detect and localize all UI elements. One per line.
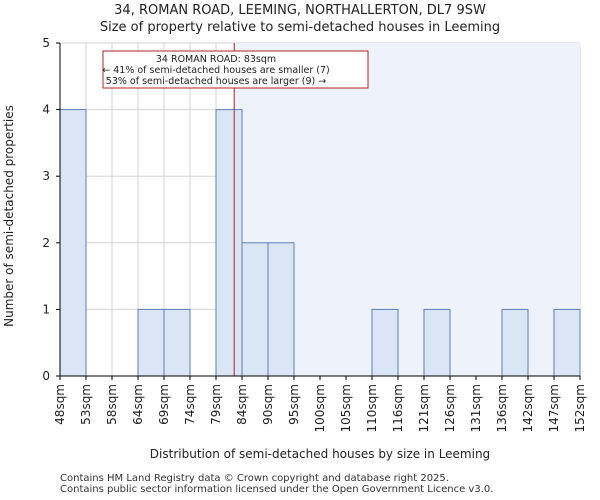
x-tick-label: 136sqm — [495, 384, 509, 432]
chart-title: 34, ROMAN ROAD, LEEMING, NORTHALLERTON, … — [114, 3, 486, 18]
x-tick-label: 116sqm — [391, 384, 405, 432]
x-tick-label: 95sqm — [287, 384, 301, 425]
x-tick-label: 53sqm — [79, 384, 93, 425]
annotation-box: 34 ROMAN ROAD: 83sqm ← 41% of semi-detac… — [102, 50, 369, 89]
x-tick-label: 147sqm — [547, 384, 561, 432]
x-axis-label: Distribution of semi-detached houses by … — [150, 447, 490, 461]
footer-licence: Contains public sector information licen… — [60, 484, 494, 495]
histogram-bar — [501, 308, 529, 377]
x-tick-label: 64sqm — [131, 384, 145, 425]
x-tick-labels: 48sqm 53sqm 58sqm 64sqm 69sqm 74sqm 79sqm 84sqm… — [53, 376, 587, 432]
y-tick-labels: 0 1 2 3 4 5 — [42, 36, 60, 383]
y-tick-label: 3 — [42, 169, 50, 183]
x-tick-label: 48sqm — [53, 384, 67, 425]
x-tick-label: 131sqm — [469, 384, 483, 432]
y-tick-label: 0 — [42, 369, 50, 383]
annotation-line-1: 34 ROMAN ROAD: 83sqm — [156, 54, 276, 65]
x-tick-label: 152sqm — [573, 384, 587, 432]
histogram-bar — [163, 308, 191, 377]
y-tick-label: 4 — [42, 103, 50, 117]
histogram-bar — [137, 308, 165, 377]
x-tick-label: 110sqm — [365, 384, 379, 432]
x-tick-label: 105sqm — [339, 384, 353, 432]
y-tick-label: 5 — [42, 36, 50, 50]
x-tick-label: 100sqm — [313, 384, 327, 432]
x-tick-label: 126sqm — [443, 384, 457, 432]
footer-copyright: Contains HM Land Registry data © Crown c… — [60, 473, 449, 484]
x-tick-label: 90sqm — [261, 384, 275, 425]
x-tick-label: 142sqm — [521, 384, 535, 432]
histogram-bar — [553, 308, 581, 377]
annotation-line-2: ← 41% of semi-detached houses are smalle… — [102, 65, 330, 76]
y-tick-label: 1 — [42, 302, 50, 316]
histogram-bar — [241, 242, 269, 377]
y-axis-label: Number of semi-detached properties — [2, 105, 16, 327]
annotation-line-3: 53% of semi-detached houses are larger (… — [106, 76, 326, 87]
x-tick-label: 74sqm — [183, 384, 197, 425]
y-tick-label: 2 — [42, 236, 50, 250]
histogram-bar — [371, 308, 399, 377]
histogram-bar — [423, 308, 451, 377]
x-tick-label: 84sqm — [235, 384, 249, 425]
x-tick-label: 79sqm — [209, 384, 223, 425]
bars — [59, 109, 581, 377]
histogram-bar — [267, 242, 295, 377]
chart-subtitle: Size of property relative to semi-detach… — [99, 20, 501, 35]
x-tick-label: 58sqm — [105, 384, 119, 425]
x-tick-label: 69sqm — [157, 384, 171, 425]
histogram-bar — [215, 109, 243, 377]
histogram-bar — [59, 109, 87, 377]
x-tick-label: 121sqm — [417, 384, 431, 432]
